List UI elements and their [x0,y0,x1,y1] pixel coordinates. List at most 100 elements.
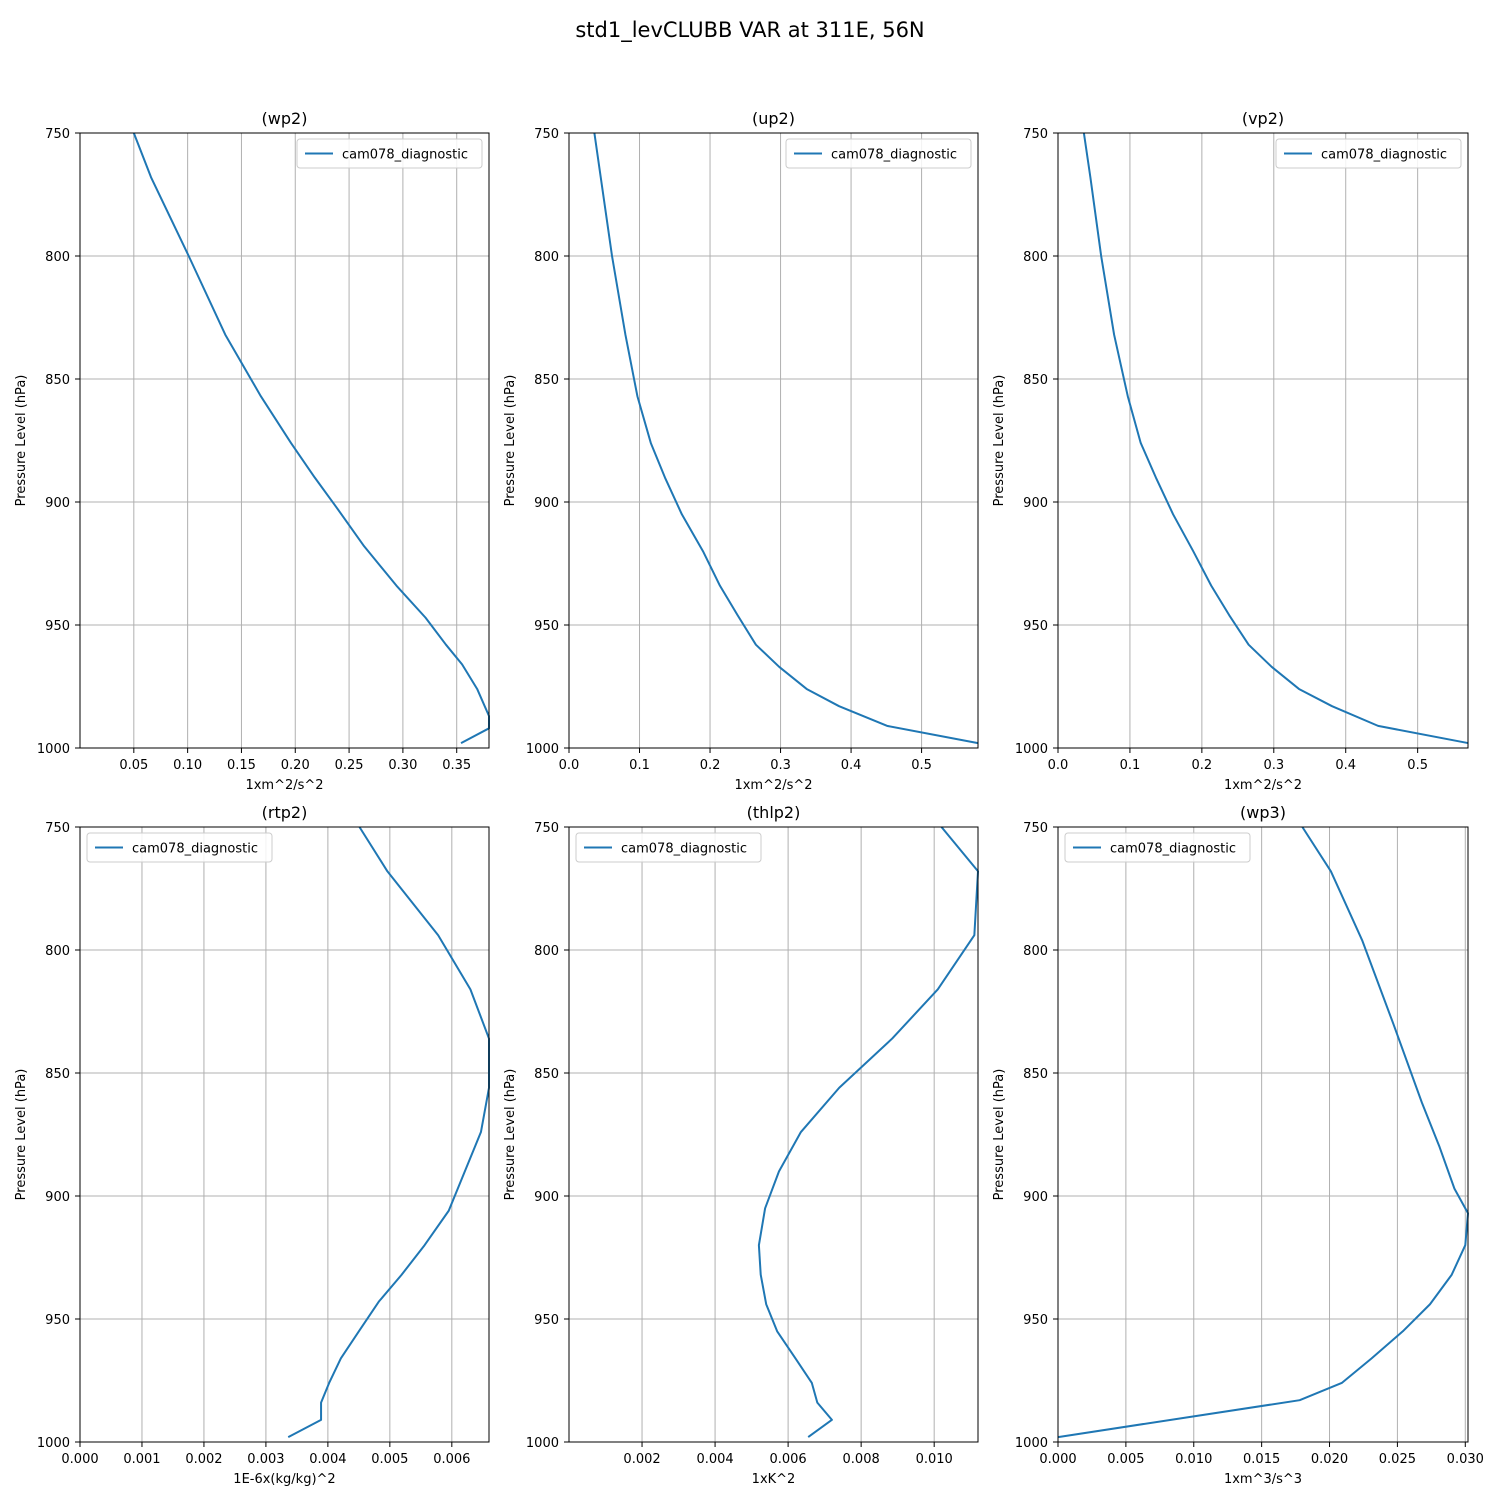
panel-title: (wp3) [1240,803,1286,822]
series-line-1 [1057,826,1469,1439]
panel-2: 0.0 0.1 0.2 0.3 0.4 0.5 750 800 850 900 950 1000 (up… [503,109,979,793]
series-line-1 [757,826,979,1438]
y-tick-label: 1000 [37,742,70,757]
legend-box [86,832,273,863]
x-tick-label: 0.005 [1107,1452,1144,1467]
panel-title: (vp2) [1242,109,1284,128]
legend-label: cam078_diagnostic [1321,148,1447,163]
x-tick-label: 0.006 [433,1452,470,1467]
panel-3: 0.0 0.1 0.2 0.3 0.4 0.5 750 800 850 900 950 1000 (vp… [992,109,1469,793]
legend-box [296,138,483,169]
y-tick-label: 1000 [526,742,559,757]
x-tick-label: 0.002 [185,1452,222,1467]
x-tick-label: 0.35 [442,758,471,773]
x-tick-label: 0.4 [1335,758,1356,773]
x-tick-label: 0.005 [371,1452,408,1467]
x-axis-label: 1xK^2 [752,1472,796,1487]
y-tick-label: 750 [45,821,70,836]
y-tick-label: 750 [534,127,559,142]
y-tick-label: 950 [1023,619,1048,634]
legend-box [1064,832,1251,863]
x-tick-label: 0.15 [227,758,256,773]
x-axis-label: 1xm^2/s^2 [245,778,323,793]
y-tick-label: 900 [534,496,559,511]
legend-box [1275,138,1462,169]
x-tick-label: 0.30 [388,758,417,773]
axes-frame [79,132,490,749]
x-axis-label: 1xm^2/s^2 [1224,778,1302,793]
panel-4: 0.000 0.001 0.002 0.003 0.004 0.005 0.006 750 80… [14,803,490,1487]
x-tick-label: 0.000 [61,1452,98,1467]
x-tick-label: 0.025 [1379,1452,1416,1467]
x-tick-label: 0.3 [1263,758,1284,773]
x-tick-label: 0.004 [696,1452,733,1467]
y-tick-label: 900 [534,1190,559,1205]
x-tick-label: 0.4 [841,758,862,773]
legend: cam078_diagnostic [785,138,972,169]
series-line-1 [1082,132,1469,745]
x-tick-label: 0.5 [1407,758,1428,773]
y-axis-label: Pressure Level (hPa) [503,1069,518,1201]
y-tick-label: 1000 [37,1436,70,1451]
y-tick-label: 950 [1023,1313,1048,1328]
panel-title: (rtp2) [262,803,308,822]
x-tick-label: 0.010 [1175,1452,1212,1467]
y-tick-label: 800 [45,944,70,959]
legend: cam078_diagnostic [575,832,762,863]
panel-title: (wp2) [262,109,308,128]
x-tick-label: 0.1 [1120,758,1141,773]
y-tick-label: 850 [1023,1067,1048,1082]
y-tick-label: 850 [1023,373,1048,388]
axes-frame [568,826,979,1443]
x-tick-label: 0.20 [281,758,310,773]
y-tick-label: 800 [1023,250,1048,265]
x-axis-label: 1xm^3/s^3 [1224,1472,1302,1487]
x-tick-label: 0.2 [700,758,721,773]
y-axis-label: Pressure Level (hPa) [992,1069,1007,1201]
x-tick-label: 0.5 [911,758,932,773]
series-line-1 [287,826,490,1438]
y-axis-label: Pressure Level (hPa) [14,1069,29,1201]
y-tick-label: 850 [45,1067,70,1082]
legend-box [575,832,762,863]
x-tick-label: 0.003 [247,1452,284,1467]
y-tick-label: 800 [534,944,559,959]
x-axis-label: 1E-6x(kg/kg)^2 [233,1472,335,1487]
y-axis-label: Pressure Level (hPa) [992,375,1007,507]
x-axis-label: 1xm^2/s^2 [734,778,812,793]
legend-label: cam078_diagnostic [831,148,957,163]
y-tick-label: 950 [45,619,70,634]
legend: cam078_diagnostic [86,832,273,863]
series-line-1 [132,132,490,744]
y-tick-label: 950 [534,1313,559,1328]
panel-5: 0.002 0.004 0.006 0.008 0.010 750 800 850 900 950… [503,803,979,1487]
x-tick-label: 0.2 [1192,758,1213,773]
y-axis-label: Pressure Level (hPa) [14,375,29,507]
x-tick-label: 0.000 [1039,1452,1076,1467]
y-tick-label: 800 [45,250,70,265]
y-tick-label: 850 [534,373,559,388]
axes-frame [568,132,979,749]
y-tick-label: 1000 [526,1436,559,1451]
x-tick-label: 0.25 [335,758,364,773]
axes-frame [1057,132,1469,749]
y-tick-label: 900 [1023,1190,1048,1205]
y-axis-label: Pressure Level (hPa) [503,375,518,507]
y-tick-label: 750 [1023,821,1048,836]
y-tick-label: 800 [1023,944,1048,959]
x-tick-label: 0.010 [916,1452,953,1467]
axes-frame [1057,826,1469,1443]
x-tick-label: 0.020 [1311,1452,1348,1467]
y-tick-label: 800 [534,250,559,265]
y-tick-label: 750 [45,127,70,142]
y-tick-label: 950 [45,1313,70,1328]
legend: cam078_diagnostic [1275,138,1462,169]
legend: cam078_diagnostic [1064,832,1251,863]
y-tick-label: 850 [534,1067,559,1082]
legend: cam078_diagnostic [296,138,483,169]
y-tick-label: 900 [45,1190,70,1205]
x-tick-label: 0.008 [843,1452,880,1467]
axes-frame [79,826,490,1443]
x-tick-label: 0.002 [623,1452,660,1467]
x-tick-label: 0.030 [1447,1452,1484,1467]
